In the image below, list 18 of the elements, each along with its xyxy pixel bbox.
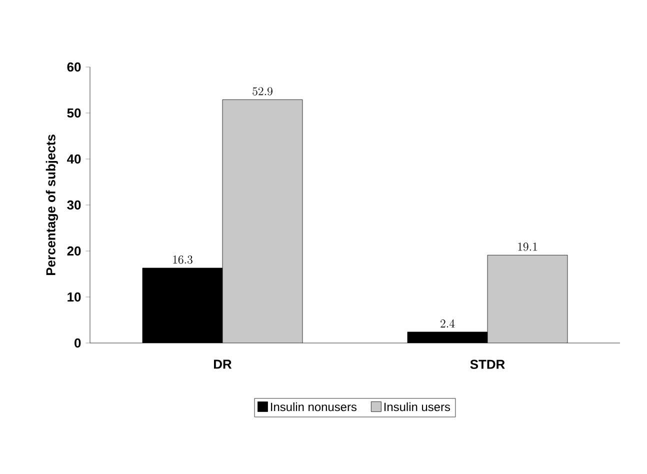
y-tick-label: 20: [67, 246, 81, 256]
data-label: 19. 1: [518, 242, 537, 251]
data-label: 16.3: [173, 256, 192, 264]
y-tick-label: 0: [74, 338, 81, 348]
data-label: 52.9: [252, 87, 272, 96]
legend-label: Insulin nonusers: [271, 402, 357, 412]
y-axis-title: Percentage of subjects: [46, 134, 58, 276]
y-tick-label: 30: [67, 200, 81, 210]
y-tick-label: 50: [67, 108, 81, 118]
y-tick-label: 10: [68, 292, 81, 302]
legend-label: Insulin users: [384, 402, 450, 412]
data-label: 2.4: [440, 319, 455, 328]
bar: [487, 254, 568, 343]
x-tick-label: STDR: [470, 360, 505, 369]
y-tick-label: 40: [67, 154, 81, 164]
bar: [222, 100, 303, 343]
x-tick-label: DR: [214, 360, 232, 369]
y-tick-label: 60: [67, 62, 81, 72]
